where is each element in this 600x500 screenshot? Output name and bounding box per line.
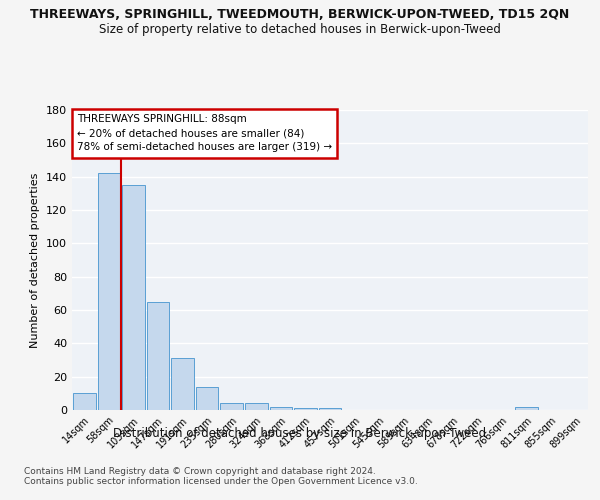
- Bar: [122, 185, 145, 410]
- Text: Contains public sector information licensed under the Open Government Licence v3: Contains public sector information licen…: [24, 478, 418, 486]
- Text: Size of property relative to detached houses in Berwick-upon-Tweed: Size of property relative to detached ho…: [99, 22, 501, 36]
- Bar: [269, 406, 292, 410]
- Bar: [294, 408, 317, 410]
- Bar: [171, 358, 194, 410]
- Bar: [515, 406, 538, 410]
- Bar: [196, 386, 218, 410]
- Bar: [73, 394, 95, 410]
- Text: Contains HM Land Registry data © Crown copyright and database right 2024.: Contains HM Land Registry data © Crown c…: [24, 468, 376, 476]
- Bar: [98, 174, 120, 410]
- Bar: [146, 302, 169, 410]
- Bar: [245, 404, 268, 410]
- Text: Distribution of detached houses by size in Berwick-upon-Tweed: Distribution of detached houses by size …: [113, 428, 487, 440]
- Text: THREEWAYS, SPRINGHILL, TWEEDMOUTH, BERWICK-UPON-TWEED, TD15 2QN: THREEWAYS, SPRINGHILL, TWEEDMOUTH, BERWI…: [31, 8, 569, 20]
- Text: THREEWAYS SPRINGHILL: 88sqm
← 20% of detached houses are smaller (84)
78% of sem: THREEWAYS SPRINGHILL: 88sqm ← 20% of det…: [77, 114, 332, 152]
- Bar: [220, 404, 243, 410]
- Y-axis label: Number of detached properties: Number of detached properties: [31, 172, 40, 348]
- Bar: [319, 408, 341, 410]
